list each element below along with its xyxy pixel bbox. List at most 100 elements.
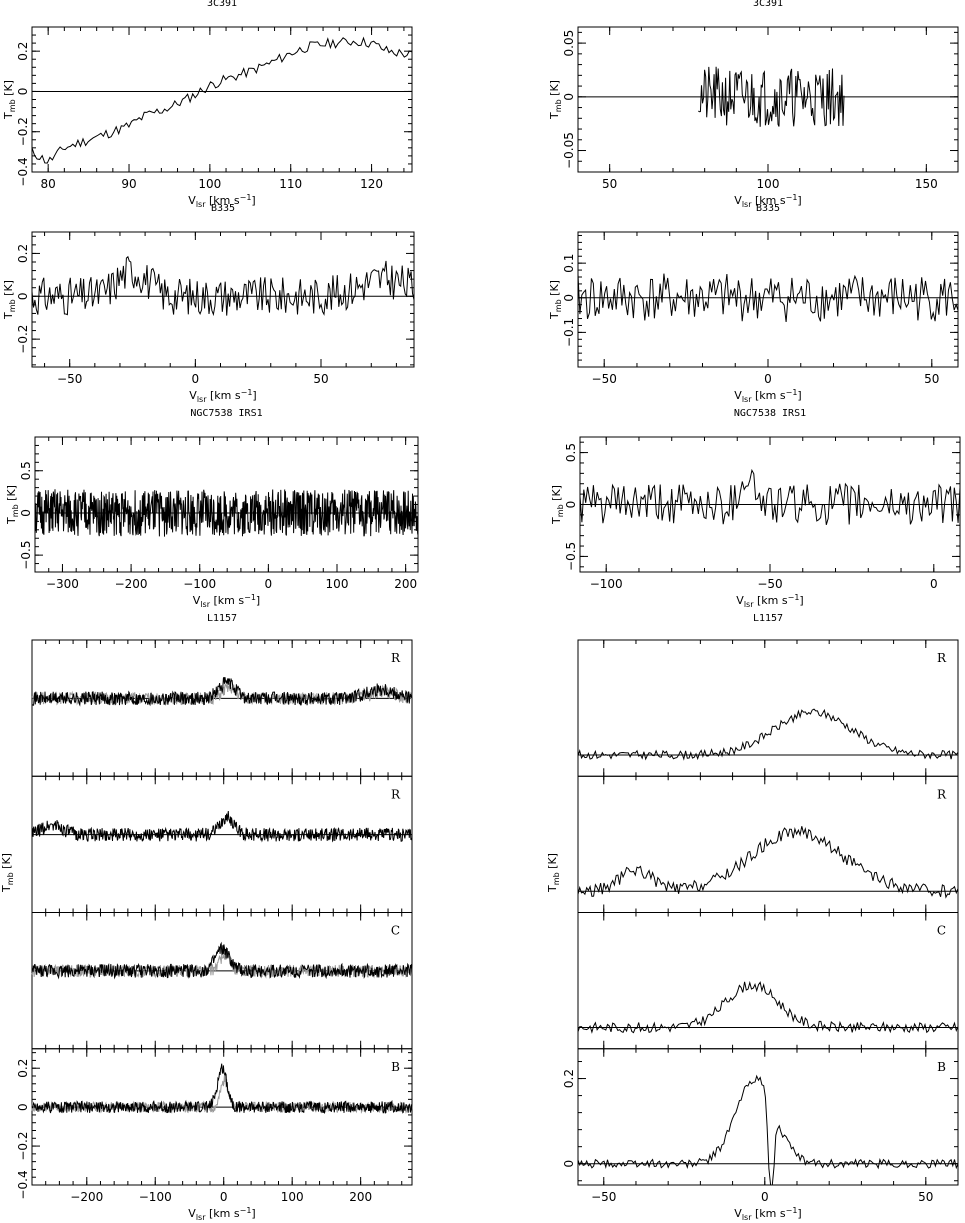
y-axis-label: Tmb [K] (2, 280, 17, 320)
stacked-spectra: L1157 R R C −50 0 50 0 0.2 B Vlsr [km s−1] Tmb [K] (546, 613, 959, 1222)
spectrum-line (34, 489, 419, 537)
x-tick-label: 110 (279, 177, 302, 191)
plot-frame (31, 775, 413, 913)
x-tick-label: −200 (115, 577, 148, 591)
spectrum-panel: B335 −50 0 50 −0.2 0 0.2 Vlsr [km s−1] Tmb [K] (2, 203, 415, 404)
y-tick-label: −0.1 (562, 318, 576, 347)
x-tick-label: −200 (70, 1190, 103, 1204)
y-tick-label: −0.2 (16, 325, 30, 354)
svg-text:Tmb [K]: Tmb [K] (2, 280, 17, 320)
panel-title: NGC7538 IRS1 (190, 408, 262, 419)
y-tick-label: −0.05 (562, 132, 576, 169)
y-tick-label: 0 (19, 509, 33, 517)
y-axis-label: Tmb [K] (5, 485, 20, 525)
panel-label: R (937, 651, 947, 665)
y-tick-label: −0.5 (564, 542, 578, 571)
x-tick-label: 50 (602, 177, 617, 191)
x-tick-label: −100 (183, 577, 216, 591)
x-axis-label: Vlsr [km s−1] (189, 388, 256, 404)
plot-frame (577, 26, 959, 173)
x-tick-label: 100 (757, 177, 780, 191)
y-tick-label: −0.2 (16, 1132, 30, 1161)
plot-frame (31, 231, 415, 368)
spectrum-panel: NGC7538 IRS1 −100 −50 0 −0.5 0 0.5 Vlsr [km s−1… (550, 408, 961, 609)
x-tick-label: 50 (918, 1190, 933, 1204)
panel-label: R (391, 787, 401, 801)
y-tick-label: 0.2 (16, 1059, 30, 1078)
x-axis-label: Vlsr [km s−1] (188, 193, 255, 209)
x-tick-label: −100 (590, 577, 623, 591)
spectrum-line (698, 66, 845, 127)
y-tick-label: −0.4 (16, 157, 30, 186)
y-tick-label: 0.2 (16, 244, 30, 263)
x-axis-label: Vlsr [km s−1] (188, 1206, 255, 1222)
x-tick-label: 50 (924, 372, 939, 386)
x-tick-label: 0 (930, 577, 938, 591)
x-axis-label: Vlsr [km s−1] (734, 388, 801, 404)
panel-label: C (937, 924, 946, 938)
plot-frame (31, 912, 413, 1050)
x-tick-label: 90 (121, 177, 136, 191)
svg-text:Tmb [K]: Tmb [K] (0, 853, 15, 893)
x-tick-label: −50 (757, 577, 782, 591)
spectrum-panel: 3C391 80 90 100 110 120 −0.4 −0.2 0 0.2 Vlsr [km s… (2, 0, 413, 209)
svg-text:Tmb [K]: Tmb [K] (548, 280, 563, 320)
x-tick-label: 150 (915, 177, 938, 191)
y-tick-label: 0 (16, 88, 30, 96)
y-axis-label: Tmb [K] (548, 280, 563, 320)
stack-title: L1157 (753, 613, 783, 624)
svg-text:Tmb [K]: Tmb [K] (546, 853, 561, 893)
x-tick-label: −50 (591, 1190, 616, 1204)
spectrum-line (577, 708, 959, 761)
x-tick-label: 100 (326, 577, 349, 591)
panel-label: R (937, 787, 947, 801)
y-axis-label: Tmb [K] (2, 80, 17, 120)
x-tick-label: 120 (360, 177, 383, 191)
spectrum-line (577, 273, 959, 323)
stacked-spectra: L1157 R R C −200 −100 0 100 200 −0.4 −0.2 0 0.2 B Vlsr… (0, 613, 413, 1222)
y-tick-label: −0.5 (19, 541, 33, 570)
plot-frame (31, 639, 413, 777)
plot-frame (577, 639, 959, 777)
plot-frame (31, 26, 413, 173)
y-tick-label: 0 (562, 1160, 576, 1168)
panel-title: B335 (756, 203, 780, 214)
svg-text:Tmb [K]: Tmb [K] (2, 80, 17, 120)
y-tick-label: 0.5 (564, 443, 578, 462)
panel-title: NGC7538 IRS1 (734, 408, 806, 419)
y-tick-label: 0 (564, 501, 578, 509)
svg-text:Tmb [K]: Tmb [K] (550, 485, 565, 525)
spectrum-line (31, 36, 413, 164)
x-tick-label: 200 (349, 1190, 372, 1204)
x-tick-label: −300 (46, 577, 79, 591)
y-tick-label: 0.2 (16, 42, 30, 61)
spectrum-panel: 3C391 50 100 150 −0.05 0 0.05 Vlsr [km s−1] Tmb … (548, 0, 959, 209)
x-tick-label: 0 (265, 577, 273, 591)
x-tick-label: 0 (220, 1190, 228, 1204)
panel-label: B (391, 1060, 400, 1074)
y-axis-label: Tmb [K] (550, 485, 565, 525)
svg-text:Tmb [K]: Tmb [K] (5, 485, 20, 525)
panel-label: R (391, 651, 401, 665)
spectrum-line (31, 1063, 413, 1114)
plot-frame (577, 1048, 959, 1186)
x-tick-label: −100 (139, 1190, 172, 1204)
x-tick-label: 100 (198, 177, 221, 191)
stack-title: L1157 (207, 613, 237, 624)
spectrum-panel: NGC7538 IRS1 −300 −200 −100 0 100 200 −0.5 0 0.5 V… (5, 408, 419, 609)
spectrum-line (31, 810, 413, 843)
spectrum-line (31, 255, 415, 317)
y-tick-label: 0 (16, 1103, 30, 1111)
panel-label: C (391, 924, 400, 938)
y-tick-label: 0 (16, 292, 30, 300)
spectrum-line (31, 941, 413, 980)
x-tick-label: 50 (313, 372, 328, 386)
spectrum-line (579, 468, 961, 525)
y-tick-label: −0.2 (16, 117, 30, 146)
x-tick-label: 200 (394, 577, 417, 591)
y-tick-label: 0.1 (562, 254, 576, 273)
y-axis-label: Tmb [K] (546, 853, 561, 893)
y-tick-label: −0.4 (16, 1170, 30, 1199)
x-tick-label: 0 (764, 372, 772, 386)
